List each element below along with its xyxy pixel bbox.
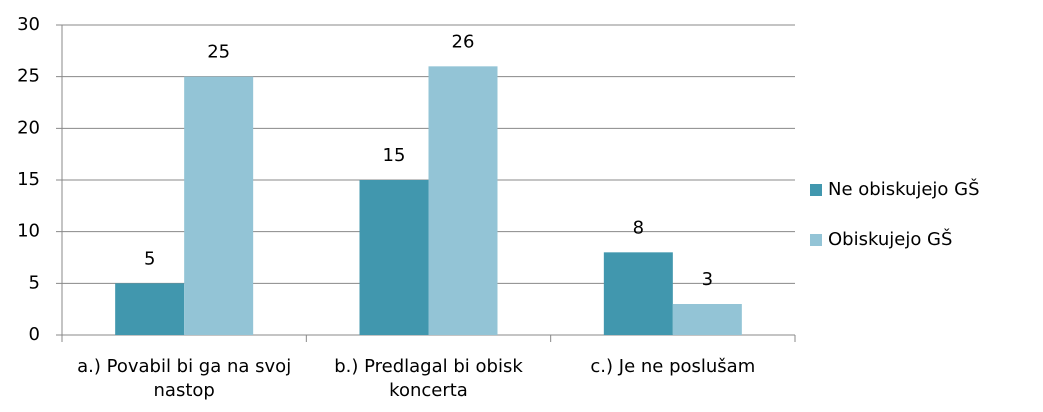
bar bbox=[184, 76, 254, 336]
y-tick-label: 30 bbox=[17, 14, 40, 35]
data-label: 3 bbox=[702, 269, 713, 290]
legend-label: Obiskujejo GŠ bbox=[828, 228, 952, 250]
bar bbox=[428, 66, 498, 335]
data-label: 25 bbox=[207, 42, 230, 63]
data-label: 5 bbox=[144, 248, 155, 269]
data-label: 26 bbox=[452, 31, 475, 52]
bar bbox=[672, 304, 742, 335]
y-tick-label: 0 bbox=[29, 324, 40, 345]
bar bbox=[115, 283, 185, 335]
x-tick-label: c.) Je ne poslušam bbox=[590, 356, 756, 377]
legend-swatch bbox=[810, 184, 822, 196]
bar bbox=[359, 180, 429, 335]
y-tick-label: 15 bbox=[17, 169, 40, 190]
bar bbox=[603, 252, 673, 335]
y-tick-label: 5 bbox=[29, 272, 40, 293]
x-tick-label: b.) Predlagal bi obisk koncerta bbox=[334, 356, 523, 401]
data-label: 15 bbox=[383, 145, 406, 166]
y-tick-label: 25 bbox=[17, 66, 40, 87]
legend-label: Ne obiskujejo GŠ bbox=[828, 178, 980, 200]
x-tick-label: a.) Povabil bi ga na svoj nastop bbox=[77, 356, 292, 401]
legend-swatch bbox=[810, 234, 822, 246]
y-tick-label: 10 bbox=[17, 221, 40, 242]
y-tick-label: 20 bbox=[17, 117, 40, 138]
data-label: 8 bbox=[633, 217, 644, 238]
